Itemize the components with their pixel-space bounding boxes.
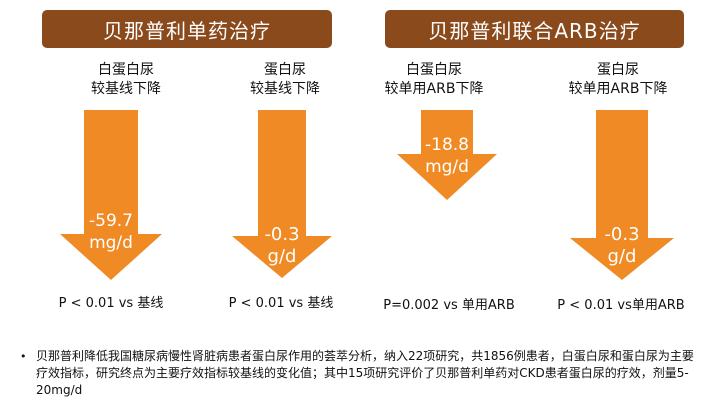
- panel-3-value: -18.8 mg/d: [397, 134, 497, 178]
- panel-4-arrow: -0.3 g/d: [570, 110, 674, 280]
- panel-2-arrow-polygon: [232, 110, 332, 278]
- panel-1-arrow: -59.7 mg/d: [60, 110, 162, 280]
- panel-2-value-line1: -0.3: [264, 224, 300, 245]
- panel-1-value-line1: -59.7: [89, 211, 133, 231]
- panel-4-label-line1: 蛋白尿: [597, 62, 639, 78]
- panel-2-label-line2: 较基线下降: [250, 81, 320, 97]
- panel-1-value: -59.7 mg/d: [60, 210, 162, 254]
- panel-4-arrow-shape: [570, 110, 674, 280]
- panel-2-arrow: -0.3 g/d: [232, 110, 332, 278]
- panel-2-arrow-shape: [232, 110, 332, 278]
- panel-4-value-line2: g/d: [607, 246, 637, 267]
- panel-3-label-line2: 较单用ARB下降: [384, 81, 484, 97]
- panel-3-arrow-shape: [397, 110, 497, 200]
- panel-1-label-line1: 白蛋白尿: [98, 62, 154, 78]
- panel-3-p-value: P=0.002 vs 单用ARB: [383, 298, 515, 313]
- panel-4-label: 蛋白尿 较单用ARB下降: [538, 61, 698, 99]
- panel-3-label-line1: 白蛋白尿: [406, 62, 462, 78]
- footnote-text: 贝那普利降低我国糖尿病慢性肾脏病患者蛋白尿作用的荟萃分析，纳入22项研究，共18…: [36, 349, 694, 397]
- panel-1-arrow-shape: [60, 110, 162, 280]
- panel-1-label-line2: 较基线下降: [91, 81, 161, 97]
- panel-4-value-line1: -0.3: [604, 224, 640, 245]
- panel-3-value-line2: mg/d: [425, 157, 469, 177]
- panel-4-label-line2: 较单用ARB下降: [568, 81, 668, 97]
- panel-1-label: 白蛋白尿 较基线下降: [46, 61, 206, 99]
- header-combination: 贝那普利联合ARB治疗: [385, 10, 684, 48]
- panel-2-p-value: P < 0.01 vs 基线: [228, 296, 334, 311]
- panel-1-arrow-polygon: [60, 110, 162, 280]
- panel-2-label: 蛋白尿 较基线下降: [205, 61, 365, 99]
- panel-1-value-line2: mg/d: [89, 233, 133, 253]
- header-monotherapy: 贝那普利单药治疗: [42, 10, 332, 48]
- panel-4-p-value: P < 0.01 vs单用ARB: [557, 298, 685, 313]
- panel-3-arrow: -18.8 mg/d: [397, 110, 497, 200]
- panel-2-value-line2: g/d: [267, 246, 297, 267]
- panel-4-value: -0.3 g/d: [570, 224, 674, 268]
- panel-2-label-line1: 蛋白尿: [264, 62, 306, 78]
- panel-3-value-line1: -18.8: [425, 135, 469, 155]
- panel-3-arrow-polygon: [397, 110, 497, 200]
- panel-4-arrow-polygon: [570, 110, 674, 280]
- panel-2-value: -0.3 g/d: [232, 224, 332, 268]
- panel-1-p-value: P < 0.01 vs 基线: [58, 296, 164, 311]
- panel-3-label: 白蛋白尿 较单用ARB下降: [354, 61, 514, 99]
- footnote-bullet: •: [20, 350, 27, 363]
- footnote: • 贝那普利降低我国糖尿病慢性肾脏病患者蛋白尿作用的荟萃分析，纳入22项研究，共…: [20, 348, 700, 399]
